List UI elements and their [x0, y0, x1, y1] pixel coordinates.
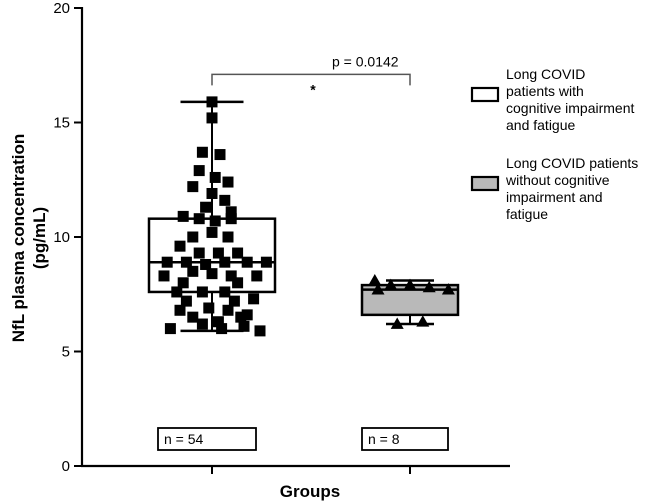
data-point-square [171, 286, 183, 298]
data-point-square [164, 323, 176, 335]
data-point-square [222, 176, 234, 188]
p-value-label: p = 0.0142 [332, 53, 399, 69]
data-point-square [206, 112, 218, 124]
y-axis-title-line: NfL plasma concentration [9, 134, 28, 342]
y-axis: 0 5 10 15 20 [53, 0, 84, 475]
significance-bracket [211, 73, 411, 86]
data-point-square [177, 210, 189, 222]
data-point-square [206, 187, 218, 199]
data-point-square [212, 316, 224, 328]
x-axis [81, 464, 510, 474]
data-point-square [232, 277, 244, 289]
data-point-square [187, 311, 199, 323]
data-point-square [177, 277, 189, 289]
data-point-square [206, 96, 218, 108]
data-point-square [232, 247, 244, 259]
data-point-square [219, 194, 231, 206]
n-label-box [157, 427, 257, 451]
significance-star: * [310, 81, 316, 97]
sample-size-labels: n = 54 n = 8 [157, 427, 449, 451]
data-point-square [158, 270, 170, 282]
legend: Long COVID patients with cognitive impairm… [470, 66, 638, 222]
data-point-triangle [441, 283, 455, 295]
data-point-square [216, 323, 228, 335]
data-point-square [203, 302, 215, 314]
data-point-square [212, 247, 224, 259]
legend-label-line: without cognitive [505, 172, 610, 188]
data-point-triangle [403, 278, 417, 290]
y-axis-title-line: (pg/mL) [30, 207, 49, 269]
data-point-square [248, 293, 260, 305]
legend-label-line: patients with [506, 83, 584, 99]
significance-annotation: * p = 0.0142 [211, 53, 411, 97]
y-tick-label: 15 [53, 115, 70, 132]
data-points [158, 96, 455, 337]
data-point-triangle [416, 315, 430, 327]
data-point-square [174, 304, 186, 316]
y-axis-title: NfL plasma concentration (pg/mL) [9, 134, 49, 342]
y-tick-label: 10 [53, 229, 70, 246]
data-point-square [251, 270, 263, 282]
legend-label-line: impairment and [506, 189, 603, 205]
data-point-square [196, 146, 208, 158]
legend-label-line: and fatigue [506, 117, 575, 133]
data-point-square [209, 171, 221, 183]
n-label-text: n = 54 [164, 431, 204, 447]
data-point-square [222, 304, 234, 316]
data-point-square [225, 213, 237, 225]
data-point-square [222, 231, 234, 243]
data-point-square [225, 206, 237, 218]
y-tick-label: 20 [53, 0, 70, 17]
data-point-square [206, 226, 218, 238]
legend-label-line: Long COVID [506, 66, 585, 82]
y-tick-label: 5 [62, 344, 70, 361]
data-point-triangle [384, 278, 398, 290]
data-point-square [180, 256, 192, 268]
data-point-square [193, 213, 205, 225]
data-point-square [187, 265, 199, 277]
data-point-triangle [371, 283, 385, 295]
data-point-square [206, 268, 218, 280]
data-point-square [214, 149, 226, 161]
n-label-box [361, 427, 449, 451]
data-point-square [193, 247, 205, 259]
data-point-triangle [390, 317, 404, 329]
data-point-square [219, 286, 231, 298]
legend-label-line: cognitive impairment [506, 100, 634, 116]
data-point-triangle [368, 274, 382, 286]
data-point-square [200, 258, 212, 270]
data-point-square [161, 256, 173, 268]
data-point-square [254, 325, 266, 337]
x-axis-title: Groups [280, 482, 340, 501]
legend-swatch [470, 86, 500, 103]
data-point-square [174, 240, 186, 252]
legend-swatch [470, 175, 500, 192]
data-point-square [180, 295, 192, 307]
data-point-square [200, 201, 212, 213]
data-point-square [187, 231, 199, 243]
data-point-square [187, 181, 199, 193]
n-label-text: n = 8 [368, 431, 400, 447]
data-point-square [196, 318, 208, 330]
legend-label-line: fatigue [506, 206, 548, 222]
data-point-square [193, 165, 205, 177]
data-point-square [241, 256, 253, 268]
data-point-square [209, 215, 221, 227]
legend-label-line: Long COVID patients [506, 155, 638, 171]
data-point-triangle [422, 280, 436, 293]
data-point-square [238, 320, 250, 332]
y-tick-label: 0 [62, 458, 70, 475]
data-point-square [235, 311, 247, 323]
legend-label: Long COVID patients without cognitive impa… [505, 155, 638, 222]
data-point-square [196, 286, 208, 298]
legend-label: Long COVID patients with cognitive impairm… [506, 66, 634, 133]
data-point-square [241, 309, 253, 321]
data-point-square [219, 256, 231, 268]
data-point-square [260, 256, 272, 268]
data-point-square [228, 295, 240, 307]
data-point-square [225, 270, 237, 282]
